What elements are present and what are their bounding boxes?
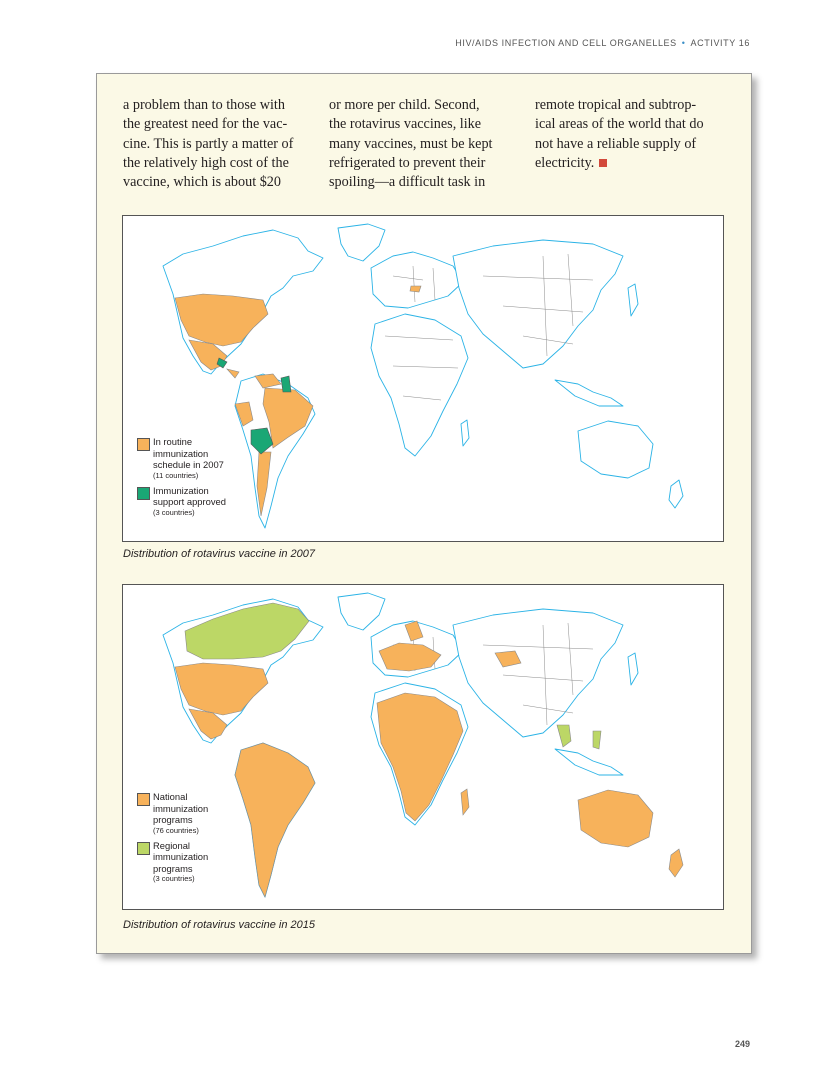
canada-region — [184, 602, 310, 660]
nicaragua-region — [216, 357, 228, 369]
panama-region — [226, 368, 240, 379]
legend-label: Regional — [153, 839, 191, 851]
legend-label: support approved — [153, 496, 226, 507]
orange-swatch — [137, 438, 150, 451]
europe-landmass — [370, 251, 464, 309]
asia-landmass — [452, 608, 624, 738]
asia-landmass — [452, 239, 624, 369]
usa-region — [174, 662, 269, 716]
greenland-landmass — [337, 592, 386, 631]
legend-2015: National immunization programs (76 count… — [137, 791, 208, 888]
text-line: the rotavirus vaccines, like — [329, 116, 482, 133]
text-line: spoiling—a difficult task in — [329, 174, 486, 191]
peru-region — [234, 401, 254, 427]
madagascar-region — [460, 788, 470, 816]
usa-region — [174, 293, 269, 347]
mexico-region — [188, 708, 228, 740]
legend-label: schedule in 2007 — [153, 459, 224, 470]
running-head-activity: ACTIVITY 16 — [690, 38, 750, 48]
bullet-icon: • — [681, 38, 686, 48]
australia-landmass — [577, 420, 654, 479]
new-zealand-landmass — [668, 479, 684, 509]
text-line-end: electricity. — [535, 154, 595, 171]
green-swatch — [137, 486, 150, 500]
map-2007: In routine immunization schedule in 2007… — [122, 215, 724, 542]
text-line: the greatest need for the vac- — [123, 116, 288, 133]
country-borders — [384, 253, 594, 401]
end-mark-icon — [599, 158, 608, 167]
legend-label: Immunization — [153, 484, 209, 496]
legend-count: (3 countries) — [153, 507, 195, 517]
regional-program-countries — [184, 602, 602, 750]
legend-item-routine: In routine immunization schedule in 2007… — [137, 436, 226, 481]
light-green-swatch — [137, 841, 150, 855]
bolivia-region — [250, 427, 274, 455]
legend-label: immunization — [153, 851, 209, 862]
legend-label: In routine — [153, 436, 193, 447]
africa-region — [376, 692, 464, 822]
orange-swatch — [137, 793, 150, 806]
national-program-countries — [174, 620, 684, 898]
map-2015: National immunization programs (76 count… — [122, 584, 724, 910]
legend-count: (76 countries) — [153, 825, 199, 835]
text-line: remote tropical and subtrop- — [535, 97, 697, 113]
text-line: or more per child. Second, — [329, 97, 480, 113]
central-asia-region — [494, 650, 522, 668]
text-line: vaccine, which is about $20 — [123, 174, 281, 191]
legend-label: programs — [153, 862, 193, 874]
venezuela-region — [254, 373, 282, 389]
text-line: refrigerated to prevent their — [329, 154, 486, 171]
madagascar-landmass — [460, 419, 470, 447]
japan-landmass — [627, 283, 639, 317]
text-line: not have a reliable supply of — [535, 135, 697, 152]
content-panel: a problem than to those with the greates… — [96, 73, 752, 954]
text-line: cine. This is partly a matter of — [123, 135, 294, 152]
austria-region — [409, 285, 422, 293]
running-head-title: HIV/AIDS INFECTION AND CELL ORGANELLES — [455, 38, 677, 48]
legend-label: programs — [153, 814, 193, 825]
routine-schedule-countries — [174, 285, 422, 517]
text-column-3: remote tropical and subtrop- ical areas … — [535, 96, 721, 173]
legend-count: (3 countries) — [153, 874, 195, 883]
text-line: ical areas of the world that do — [535, 116, 704, 133]
legend-2007: In routine immunization schedule in 2007… — [137, 436, 226, 522]
legend-item-regional: Regional immunization programs (3 countr… — [137, 840, 208, 885]
text-line-last: electricity. — [535, 154, 721, 173]
running-head: HIV/AIDS INFECTION AND CELL ORGANELLES • A… — [455, 38, 750, 48]
legend-label: National — [153, 791, 188, 802]
text-column-2: or more per child. Second, the rotavirus… — [329, 96, 515, 192]
thailand-region — [556, 724, 572, 748]
world-map-2015 — [162, 592, 684, 898]
map-2015-caption: Distribution of rotavirus vaccine in 201… — [123, 919, 315, 931]
text-column-1: a problem than to those with the greates… — [123, 96, 309, 192]
scandinavia-region — [404, 620, 424, 642]
japan-landmass — [627, 652, 639, 686]
guyana-region — [280, 375, 292, 393]
australia-region — [577, 789, 654, 848]
legend-label: immunization — [153, 802, 209, 814]
indonesia-landmass — [554, 379, 624, 407]
legend-label: immunization — [153, 447, 209, 459]
legend-item-national: National immunization programs (76 count… — [137, 791, 208, 836]
brazil-region — [262, 387, 314, 449]
philippines-region — [592, 730, 602, 750]
text-line: a problem than to those with — [123, 97, 285, 113]
world-map-2007 — [162, 223, 684, 529]
support-approved-countries — [216, 357, 292, 455]
map-2007-caption: Distribution of rotavirus vaccine in 200… — [123, 548, 315, 560]
page-number: 249 — [734, 1039, 750, 1049]
south-america-region — [234, 742, 316, 898]
legend-count: (11 countries) — [153, 470, 199, 480]
text-line: many vaccines, must be kept — [329, 135, 493, 152]
greenland-landmass — [337, 223, 386, 262]
argentina-region — [256, 451, 272, 517]
africa-landmass — [370, 313, 469, 457]
legend-item-support: Immunization support approved (3 countri… — [137, 485, 226, 518]
indonesia-landmass — [554, 748, 624, 776]
new-zealand-region — [668, 848, 684, 878]
europe-region — [378, 642, 442, 672]
text-line: the relatively high cost of the — [123, 154, 289, 171]
